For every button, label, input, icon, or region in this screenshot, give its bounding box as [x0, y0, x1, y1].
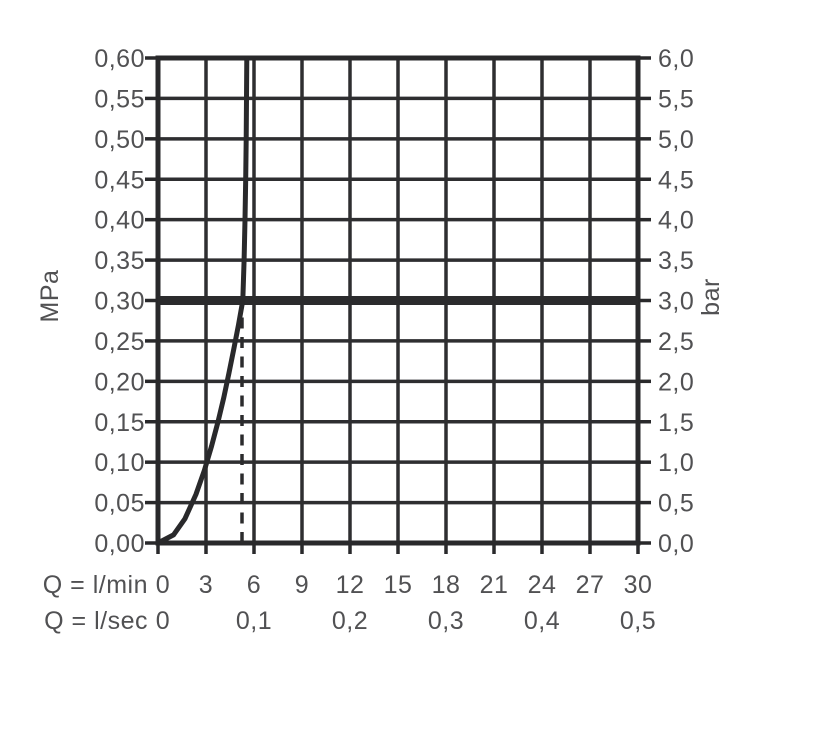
chart-marks — [155, 55, 638, 546]
mpa-axis-label: MPa — [36, 270, 64, 323]
axis-tick-labels: 0,600,550,500,450,400,350,300,250,200,15… — [94, 45, 694, 635]
x-lsec-tick-label: 0,2 — [332, 607, 368, 635]
flow-curve — [155, 55, 250, 546]
y-right-tick-label: 4,0 — [658, 207, 694, 235]
grid-lines — [158, 58, 638, 543]
q-lmin-label: Q = l/min — [43, 571, 148, 599]
y-left-tick-label: 0,60 — [94, 45, 145, 73]
x-lmin-tick-label: 21 — [480, 571, 509, 599]
y-left-tick-label: 0,15 — [94, 409, 145, 437]
x-lmin-tick-label: 15 — [384, 571, 413, 599]
y-right-tick-label: 6,0 — [658, 45, 694, 73]
y-right-tick-label: 0,0 — [658, 530, 694, 558]
x-lmin-tick-label: 30 — [624, 571, 653, 599]
y-left-tick-label: 0,10 — [94, 449, 145, 477]
y-right-tick-label: 5,0 — [658, 126, 694, 154]
y-left-tick-label: 0,30 — [94, 288, 145, 316]
x-lsec-tick-label: 0,1 — [236, 607, 272, 635]
x-lmin-tick-label: 18 — [432, 571, 461, 599]
y-right-tick-label: 3,5 — [658, 247, 694, 275]
y-right-tick-label: 2,0 — [658, 368, 694, 396]
x-lsec-tick-label: 0,3 — [428, 607, 464, 635]
y-left-tick-label: 0,55 — [94, 85, 145, 113]
x-lmin-tick-label: 27 — [576, 571, 605, 599]
axis-ticks — [145, 56, 651, 554]
y-left-tick-label: 0,00 — [94, 530, 145, 558]
x-lsec-tick-label: 0,5 — [620, 607, 656, 635]
y-right-tick-label: 5,5 — [658, 85, 694, 113]
x-lmin-tick-label: 0 — [156, 571, 170, 599]
q-lsec-label: Q = l/sec — [44, 607, 148, 635]
y-left-tick-label: 0,35 — [94, 247, 145, 275]
x-lmin-tick-label: 3 — [199, 571, 213, 599]
y-left-tick-label: 0,25 — [94, 328, 145, 356]
y-right-tick-label: 1,5 — [658, 409, 694, 437]
x-lmin-tick-label: 24 — [528, 571, 557, 599]
y-left-tick-label: 0,40 — [94, 207, 145, 235]
x-lsec-tick-label: 0 — [156, 607, 170, 635]
y-left-tick-label: 0,45 — [94, 166, 145, 194]
x-lsec-tick-label: 0,4 — [524, 607, 560, 635]
y-left-tick-label: 0,05 — [94, 490, 145, 518]
bar-axis-label: bar — [697, 278, 725, 316]
x-lmin-tick-label: 6 — [247, 571, 261, 599]
y-right-tick-label: 4,5 — [658, 166, 694, 194]
y-right-tick-label: 1,0 — [658, 449, 694, 477]
x-lmin-tick-label: 12 — [336, 571, 365, 599]
y-left-tick-label: 0,20 — [94, 368, 145, 396]
y-left-tick-label: 0,50 — [94, 126, 145, 154]
x-lmin-tick-label: 9 — [295, 571, 309, 599]
y-right-tick-label: 0,5 — [658, 490, 694, 518]
y-right-tick-label: 3,0 — [658, 288, 694, 316]
y-right-tick-label: 2,5 — [658, 328, 694, 356]
